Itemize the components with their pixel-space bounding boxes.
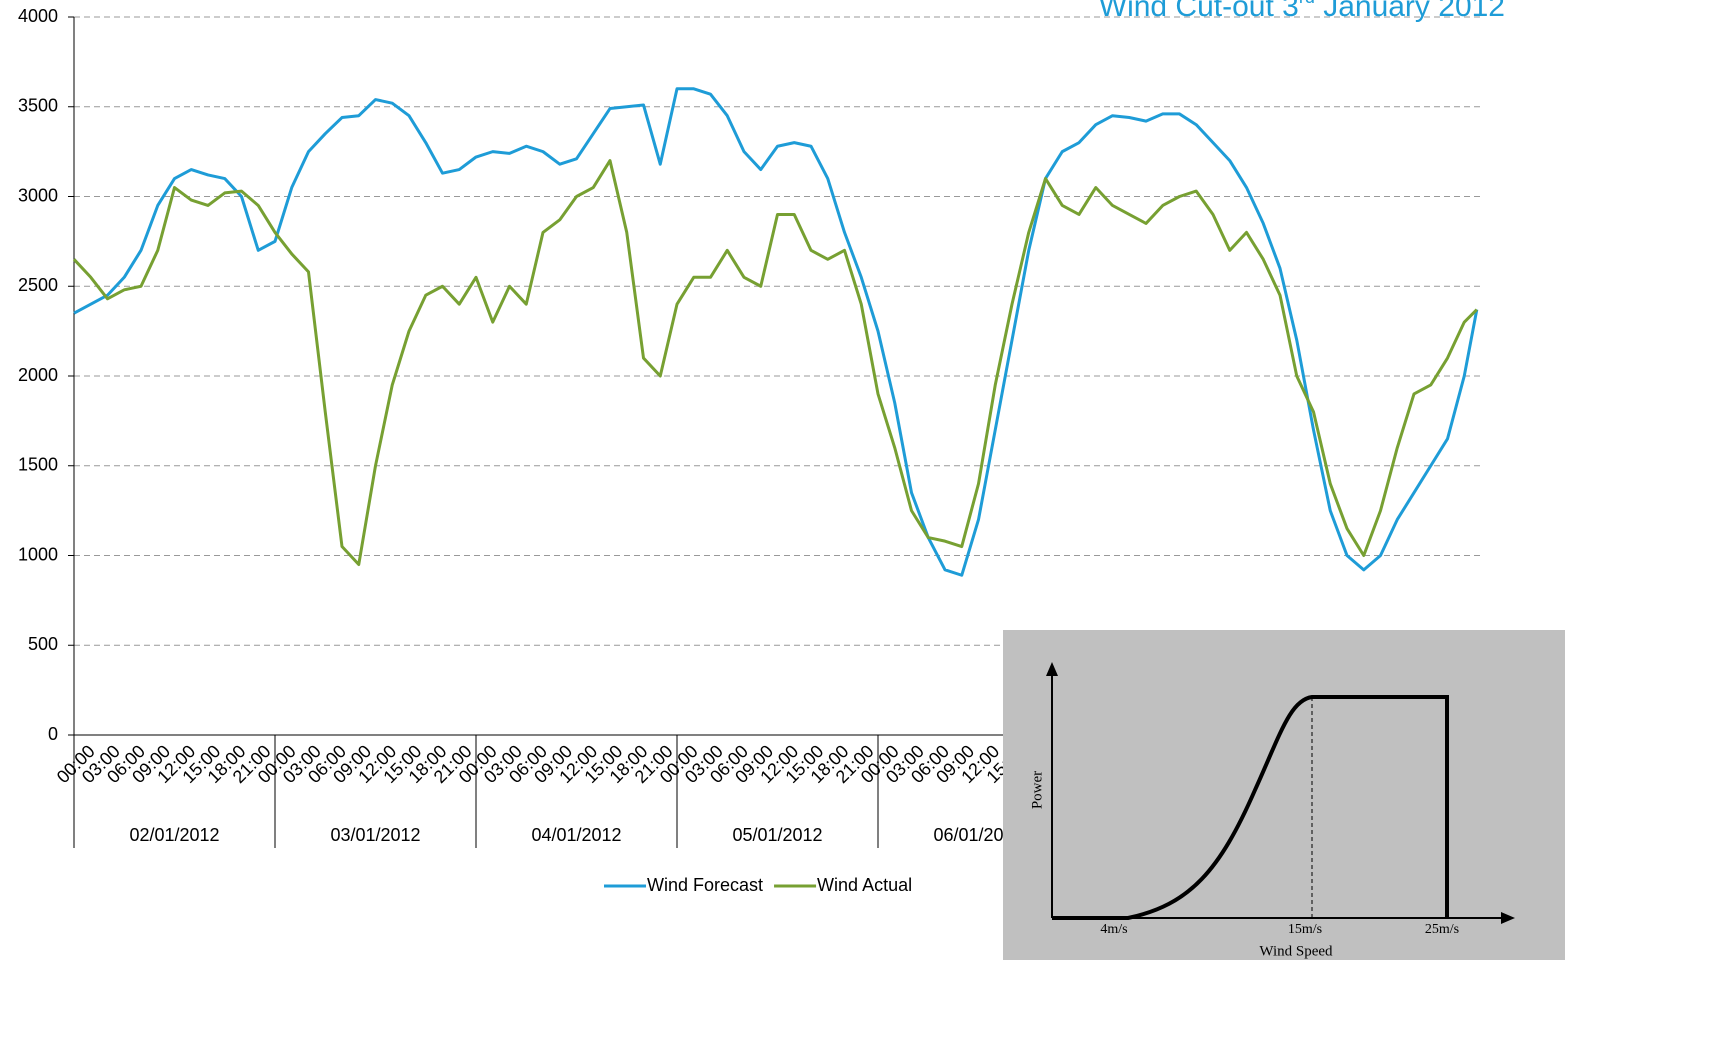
day-label: 02/01/2012 — [129, 825, 219, 845]
day-label: 04/01/2012 — [531, 825, 621, 845]
y-tick-label: 2000 — [18, 365, 58, 385]
inset-diagram: 4m/s 15m/s 25m/s Wind Speed Power — [1003, 630, 1565, 960]
legend-label: Wind Actual — [817, 875, 912, 895]
data-line — [72, 159, 1478, 566]
inset-y-label: Power — [1029, 771, 1045, 809]
inset-tick: 25m/s — [1425, 922, 1459, 937]
arrow — [1046, 662, 1058, 676]
inset-background — [1003, 630, 1565, 960]
arrow — [1501, 912, 1515, 924]
y-tick-label: 500 — [28, 634, 58, 654]
y-tick-label: 0 — [48, 724, 58, 744]
chart-title: Wind Cut-out 3rd January 2012 — [1099, 0, 1505, 23]
inset-tick: 15m/s — [1288, 922, 1322, 937]
inset-tick: 4m/s — [1100, 922, 1127, 937]
y-tick-label: 1500 — [18, 455, 58, 475]
data-line — [73, 87, 1479, 577]
power-curve — [1052, 695, 1449, 920]
day-label: 05/01/2012 — [732, 825, 822, 845]
day-label: 03/01/2012 — [330, 825, 420, 845]
legend-label: Wind Forecast — [647, 875, 763, 895]
y-tick-label: 4000 — [18, 6, 58, 26]
day-label: 06/01/2012 — [933, 825, 1023, 845]
y-tick-label: 3000 — [18, 185, 58, 205]
y-tick-label: 2500 — [18, 275, 58, 295]
inset-x-label: Wind Speed — [1259, 943, 1333, 959]
y-tick-label: 1000 — [18, 544, 58, 564]
y-tick-label: 3500 — [18, 96, 58, 116]
